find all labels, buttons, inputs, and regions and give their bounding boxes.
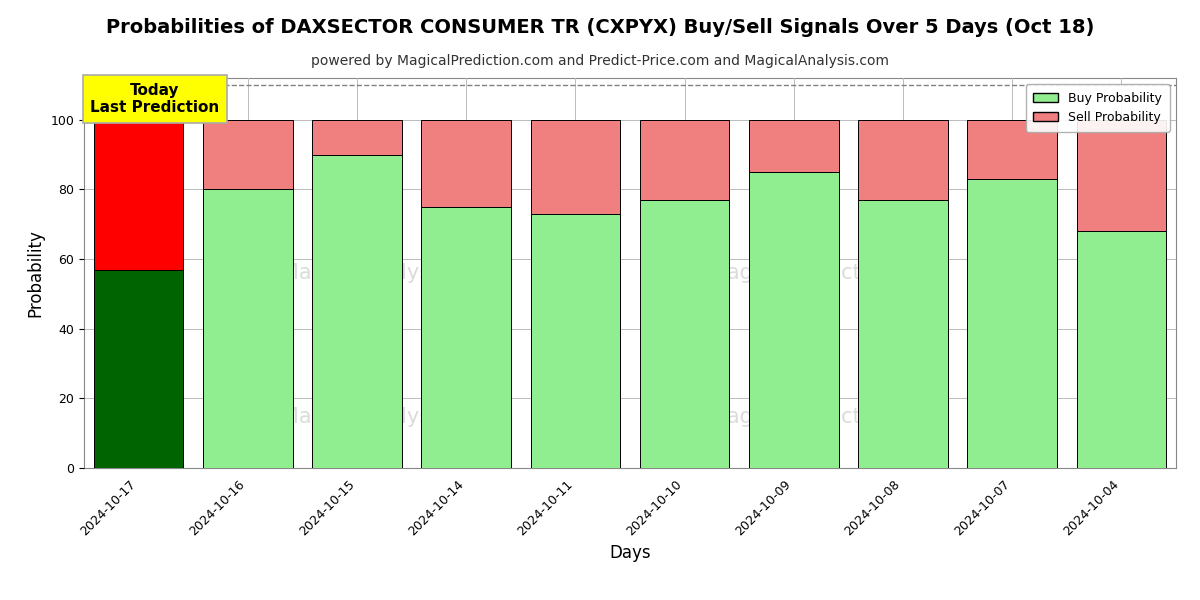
Text: MagicalAnalysis.com: MagicalAnalysis.com (281, 407, 498, 427)
Y-axis label: Probability: Probability (26, 229, 44, 317)
Bar (967, 120, 1057, 179)
Bar (858, 200, 948, 468)
Bar (421, 120, 511, 207)
Bar (203, 190, 293, 468)
Bar (858, 120, 948, 200)
Bar (749, 120, 839, 172)
Text: Today
Last Prediction: Today Last Prediction (90, 83, 220, 115)
Bar (967, 179, 1057, 468)
Text: MagicalPrediction.com: MagicalPrediction.com (709, 407, 944, 427)
Bar (1076, 231, 1166, 468)
Text: powered by MagicalPrediction.com and Predict-Price.com and MagicalAnalysis.com: powered by MagicalPrediction.com and Pre… (311, 54, 889, 68)
Bar (203, 120, 293, 190)
Bar (94, 269, 184, 468)
Text: Probabilities of DAXSECTOR CONSUMER TR (CXPYX) Buy/Sell Signals Over 5 Days (Oct: Probabilities of DAXSECTOR CONSUMER TR (… (106, 18, 1094, 37)
Bar (94, 120, 184, 269)
Legend: Buy Probability, Sell Probability: Buy Probability, Sell Probability (1026, 84, 1170, 131)
Bar (530, 120, 620, 214)
Text: MagicalPrediction.com: MagicalPrediction.com (709, 263, 944, 283)
Text: MagicalAnalysis.com: MagicalAnalysis.com (281, 263, 498, 283)
Bar (1076, 120, 1166, 231)
Bar (640, 200, 730, 468)
Bar (312, 155, 402, 468)
Bar (640, 120, 730, 200)
X-axis label: Days: Days (610, 544, 650, 562)
Bar (749, 172, 839, 468)
Bar (530, 214, 620, 468)
Bar (421, 207, 511, 468)
Bar (312, 120, 402, 155)
